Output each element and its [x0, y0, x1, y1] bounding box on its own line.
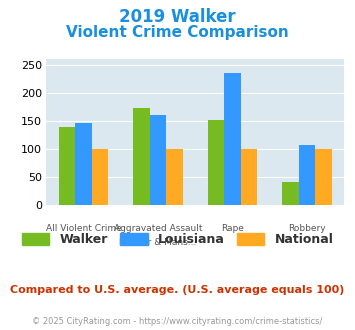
- Text: © 2025 CityRating.com - https://www.cityrating.com/crime-statistics/: © 2025 CityRating.com - https://www.city…: [32, 317, 323, 326]
- Bar: [75, 123, 92, 205]
- Text: Compared to U.S. average. (U.S. average equals 100): Compared to U.S. average. (U.S. average …: [10, 285, 345, 295]
- Bar: [208, 120, 224, 205]
- Bar: [150, 115, 166, 205]
- Bar: [92, 149, 108, 205]
- Text: Violent Crime Comparison: Violent Crime Comparison: [66, 25, 289, 40]
- Text: Aggravated Assault: Aggravated Assault: [114, 224, 202, 233]
- Text: All Violent Crime: All Violent Crime: [45, 224, 121, 233]
- Text: Rape: Rape: [221, 224, 244, 233]
- Text: Robbery: Robbery: [288, 224, 326, 233]
- Bar: [59, 127, 75, 205]
- Text: 2019 Walker: 2019 Walker: [119, 8, 236, 26]
- Legend: Walker, Louisiana, National: Walker, Louisiana, National: [17, 227, 338, 251]
- Bar: [224, 73, 241, 205]
- Bar: [299, 146, 315, 205]
- Bar: [283, 182, 299, 205]
- Bar: [241, 149, 257, 205]
- Bar: [166, 149, 182, 205]
- Text: Murder & Mans...: Murder & Mans...: [119, 238, 197, 247]
- Bar: [315, 149, 332, 205]
- Bar: [133, 108, 150, 205]
